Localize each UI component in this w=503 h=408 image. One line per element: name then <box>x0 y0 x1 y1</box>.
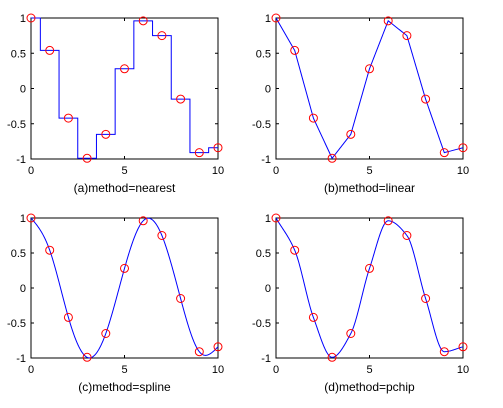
y-tick-label: -1 <box>261 154 271 166</box>
subplot-title: (a)method=nearest <box>74 181 176 195</box>
sample-point <box>421 94 431 104</box>
x-tick-label: 10 <box>457 165 469 177</box>
sample-point <box>308 113 318 123</box>
x-tick-label: 0 <box>28 364 34 376</box>
sample-point <box>213 342 223 352</box>
sample-point <box>346 129 356 139</box>
subplot-linear: 0 5 10 1 0.5 0 -0.5 -1 (b)method=linear <box>252 13 469 195</box>
sample-point <box>421 294 431 303</box>
y-tick-label: -1 <box>16 154 26 166</box>
subplot-title: (b)method=linear <box>324 181 415 195</box>
y-tick-label: -1 <box>16 353 26 365</box>
sample-point <box>327 153 337 163</box>
subplot-spline: 0 5 10 1 0.5 0 -0.5 -1 (c)method=spline <box>7 213 224 394</box>
x-tick-label: 5 <box>366 364 372 376</box>
sample-point <box>82 153 92 163</box>
axes-frame <box>275 17 464 160</box>
sample-point <box>194 148 204 158</box>
sample-point <box>383 16 393 26</box>
sample-point <box>439 347 449 357</box>
subplot-title: (c)method=spline <box>78 380 171 394</box>
subplot-nearest: 0 5 10 1 0.5 0 -0.5 -1 (a)method=nearest <box>7 13 224 195</box>
sample-point <box>82 352 92 362</box>
sample-point <box>138 216 148 226</box>
sample-point <box>290 45 300 55</box>
sample-point <box>458 342 468 352</box>
sample-point <box>346 329 356 338</box>
sample-point <box>365 64 374 74</box>
x-tick-label: 0 <box>273 364 279 376</box>
sample-point <box>26 13 36 23</box>
x-tick-label: 0 <box>273 165 279 177</box>
x-tick-label: 0 <box>28 165 34 177</box>
sample-point <box>157 231 167 240</box>
interpolated-curve <box>30 217 219 359</box>
y-tick-label: -0.5 <box>252 119 271 131</box>
sample-point <box>120 263 129 273</box>
sample-point <box>157 31 167 41</box>
x-tick-label: 10 <box>212 165 224 177</box>
y-tick-label: 0 <box>265 84 271 96</box>
subplot-pchip: 0 5 10 1 0.5 0 -0.5 -1 (d)method=pchip <box>252 213 469 394</box>
interpolated-curve <box>275 17 464 160</box>
sample-point <box>176 294 186 303</box>
sample-point <box>138 16 148 26</box>
y-tick-label: 0.5 <box>11 248 26 260</box>
sample-point <box>26 213 36 223</box>
y-tick-label: -0.5 <box>7 318 26 330</box>
interpolated-curve <box>31 17 218 159</box>
sample-point <box>45 245 55 255</box>
y-tick-label: -0.5 <box>7 119 26 131</box>
x-tick-label: 10 <box>212 364 224 376</box>
y-tick-label: 0 <box>265 283 271 295</box>
sample-point <box>213 143 223 153</box>
y-tick-label: -1 <box>261 353 271 365</box>
subplot-title: (d)method=pchip <box>324 380 415 394</box>
sample-point <box>120 64 129 74</box>
y-tick-label: 0 <box>20 283 26 295</box>
sample-point <box>290 245 300 255</box>
axes-frame <box>30 17 219 160</box>
sample-point <box>271 213 281 223</box>
y-tick-label: 0.5 <box>11 48 26 60</box>
sample-point <box>327 352 337 362</box>
y-tick-label: 1 <box>20 213 26 225</box>
sample-point <box>402 231 412 240</box>
sample-point <box>458 143 468 153</box>
y-tick-label: 0.5 <box>256 48 271 60</box>
y-tick-label: 0 <box>20 84 26 96</box>
sample-point <box>271 13 281 23</box>
interpolated-curve <box>275 217 464 358</box>
y-tick-label: 1 <box>265 213 271 225</box>
sample-point <box>63 312 73 322</box>
sample-point <box>45 45 55 55</box>
sample-point <box>308 312 318 322</box>
x-tick-label: 5 <box>121 364 127 376</box>
y-tick-label: 1 <box>20 13 26 25</box>
sample-point <box>383 216 393 226</box>
y-tick-label: 1 <box>265 13 271 25</box>
sample-point <box>402 31 412 41</box>
sample-point <box>101 129 111 139</box>
sample-point <box>439 148 449 158</box>
sample-point <box>63 113 73 123</box>
sample-point <box>101 329 111 338</box>
x-tick-label: 10 <box>457 364 469 376</box>
sample-point <box>194 347 204 357</box>
y-tick-label: -0.5 <box>252 318 271 330</box>
x-tick-label: 5 <box>366 165 372 177</box>
axes-frame <box>30 217 219 359</box>
x-tick-label: 5 <box>121 165 127 177</box>
axes-frame <box>275 217 464 359</box>
sample-point <box>365 263 374 273</box>
sample-point <box>176 94 186 104</box>
y-tick-label: 0.5 <box>256 248 271 260</box>
